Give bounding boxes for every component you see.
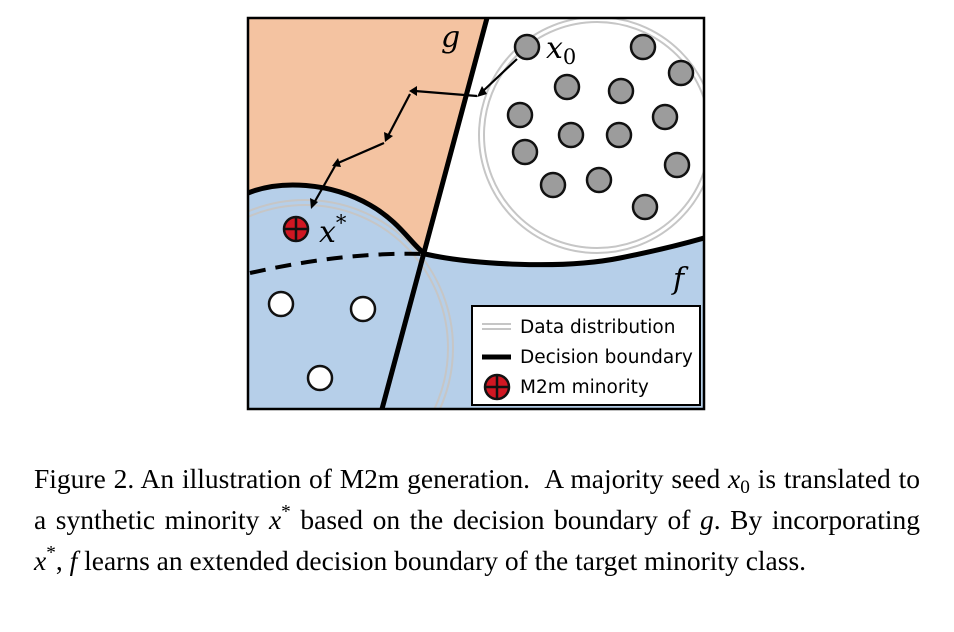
- label-x0: x0: [546, 31, 576, 69]
- legend-m2m-minority: M2m minority: [520, 377, 649, 398]
- m2m-illustration-figure: g f x0 x* Data distribution Decision bou…: [246, 16, 706, 411]
- extended-boundary-dashed: [249, 251, 426, 275]
- caption-text: ,: [55, 545, 63, 576]
- generated-minority-point: [282, 215, 310, 243]
- label-g: g: [441, 20, 460, 55]
- majority-points: [506, 33, 695, 221]
- caption-f: f: [69, 545, 78, 576]
- legend-decision-boundary: Decision boundary: [520, 347, 693, 368]
- caption-text: is translated to a synthetic minority: [34, 463, 920, 535]
- region-g: [248, 18, 487, 254]
- minority-points: [267, 290, 377, 392]
- caption-text: learns an extended decision boundary of …: [84, 545, 807, 576]
- caption-xstar-2: x*: [34, 542, 56, 576]
- figure-frame: [246, 16, 706, 411]
- caption-x0: x0: [728, 463, 750, 498]
- legend-data-distribution: Data distribution: [520, 317, 675, 338]
- decision-boundary-g: [379, 18, 490, 409]
- figure-caption: Figure 2. An illustration of M2m generat…: [34, 458, 920, 581]
- caption-text: . By incorporating: [713, 504, 920, 535]
- caption-sentence-1: Figure 2. An illustration of M2m generat…: [34, 463, 531, 494]
- decision-boundary-f: [248, 182, 704, 268]
- legend: Data distribution Decision boundary M2m …: [471, 305, 701, 406]
- label-xstar: x*: [319, 211, 347, 250]
- translation-path: [310, 58, 518, 209]
- caption-xstar: x*: [268, 501, 291, 535]
- data-distribution-rings: [248, 18, 704, 409]
- legend-swatch-minority: [483, 373, 511, 401]
- caption-text: based on the decision boundary of: [300, 504, 691, 535]
- caption-g: g: [699, 504, 714, 535]
- caption-text: A majority seed: [544, 463, 721, 494]
